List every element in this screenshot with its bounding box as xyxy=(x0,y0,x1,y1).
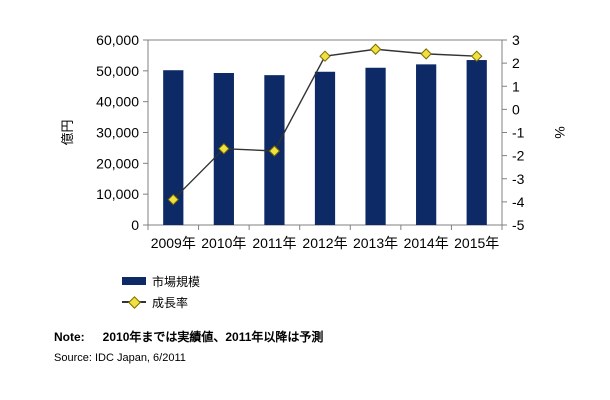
y-axis-label: 億円 xyxy=(60,119,75,145)
growth-marker xyxy=(218,142,230,155)
bar xyxy=(314,71,336,225)
y2-tick-label: -1 xyxy=(512,125,525,141)
plot-area: 0 10,000 20,000 30,000 40,000 50,000 60,000 -5 -… xyxy=(60,32,568,251)
growth-marker xyxy=(167,193,179,206)
y2-tick-label: 2 xyxy=(512,55,520,71)
x-tick-label: 2012年 xyxy=(302,235,347,251)
bar xyxy=(365,67,386,225)
y-tick-label: 30,000 xyxy=(96,125,139,141)
y2-tick-label: 3 xyxy=(512,32,520,48)
x-tick-label: 2011年 xyxy=(252,235,296,251)
growth-marker xyxy=(420,48,432,60)
bar xyxy=(163,70,184,225)
x-tick-label: 2015年 xyxy=(454,235,499,251)
legend-item-bar: 市場規模 xyxy=(122,272,200,290)
y2-tick-label: -2 xyxy=(512,148,525,164)
legend-swatch-line xyxy=(122,296,146,309)
growth-marker xyxy=(319,50,331,62)
y2-tick-label: -5 xyxy=(512,217,525,233)
note: Note: 2010年までは実績値、2011年以降は予測 xyxy=(54,328,323,345)
y-tick-label: 40,000 xyxy=(96,94,139,110)
legend-label-line: 成長率 xyxy=(152,295,189,310)
growth-marker xyxy=(471,50,483,62)
legend-label-bar: 市場規模 xyxy=(152,274,201,289)
y-tick-label: 60,000 xyxy=(96,32,139,48)
y-tick-label: 50,000 xyxy=(96,63,139,79)
note-label: Note: xyxy=(54,330,85,344)
legend-item-line: 成長率 xyxy=(122,293,200,311)
x-tick-label: 2013年 xyxy=(353,235,398,251)
note-text: 2010年までは実績値、2011年以降は予測 xyxy=(102,330,324,344)
growth-marker xyxy=(369,43,382,55)
y2-tick-label: -4 xyxy=(512,194,525,210)
y-tick-label: 0 xyxy=(131,217,139,233)
y2-tick-label: 1 xyxy=(512,78,520,94)
y2-tick-label: -3 xyxy=(512,171,525,187)
y2-tick-label: 0 xyxy=(512,101,520,117)
y-tick-label: 10,000 xyxy=(96,186,139,202)
x-tick-label: 2014年 xyxy=(404,235,449,251)
y-tick-label: 20,000 xyxy=(96,155,139,171)
source: Source: IDC Japan, 6/2011 xyxy=(54,352,186,364)
y2-axis-label: % xyxy=(552,126,568,138)
growth-marker xyxy=(268,145,281,157)
legend: 市場規模 成長率 xyxy=(122,272,200,314)
bar xyxy=(466,60,487,225)
bar xyxy=(416,64,437,225)
x-tick-label: 2009年 xyxy=(151,235,196,251)
legend-swatch-bar xyxy=(122,277,146,285)
combo-chart: 0 10,000 20,000 30,000 40,000 50,000 60,000 -5 -… xyxy=(60,32,568,251)
x-tick-label: 2010年 xyxy=(201,235,246,251)
